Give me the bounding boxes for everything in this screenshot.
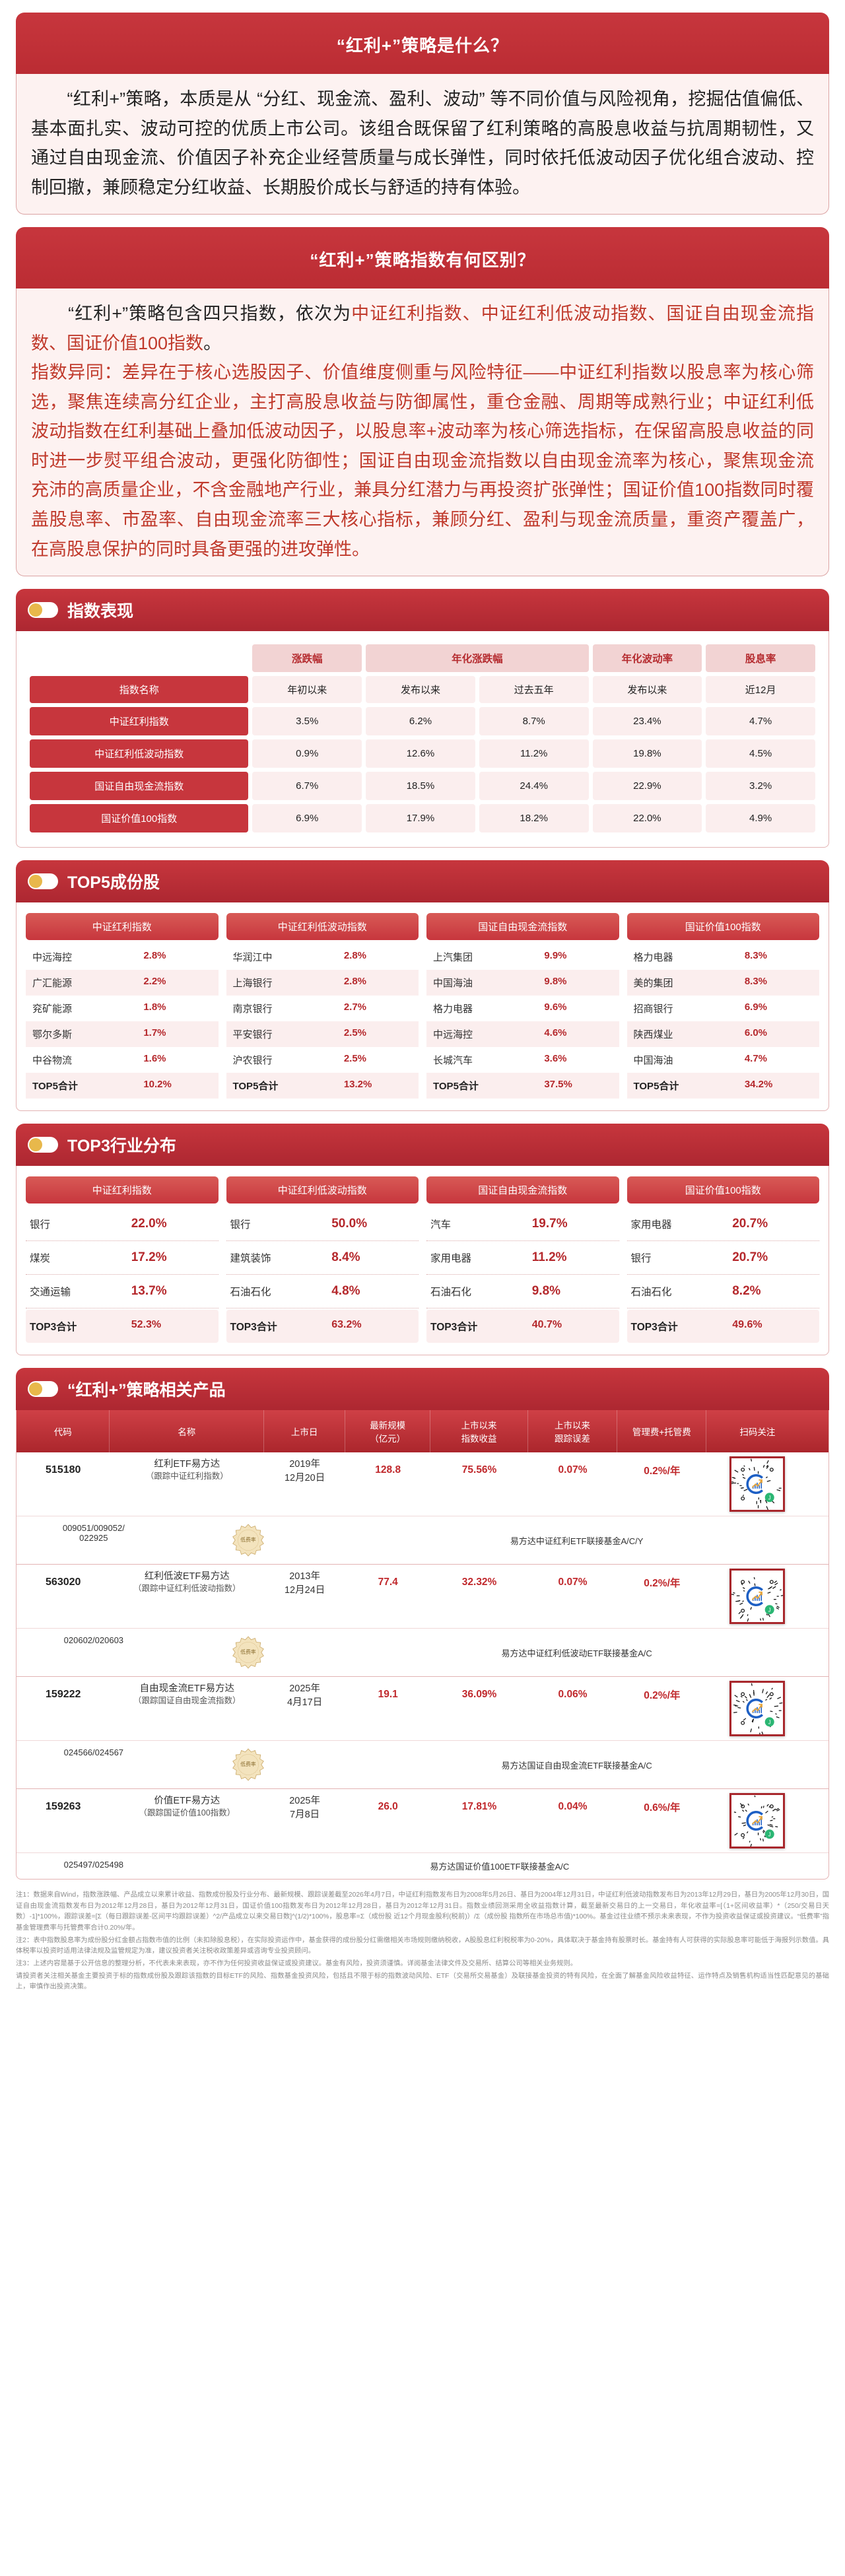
svg-text:低费率: 低费率	[240, 1761, 256, 1767]
svg-text:低费率: 低费率	[240, 1648, 256, 1655]
svg-text:低费率: 低费率	[240, 1536, 256, 1543]
